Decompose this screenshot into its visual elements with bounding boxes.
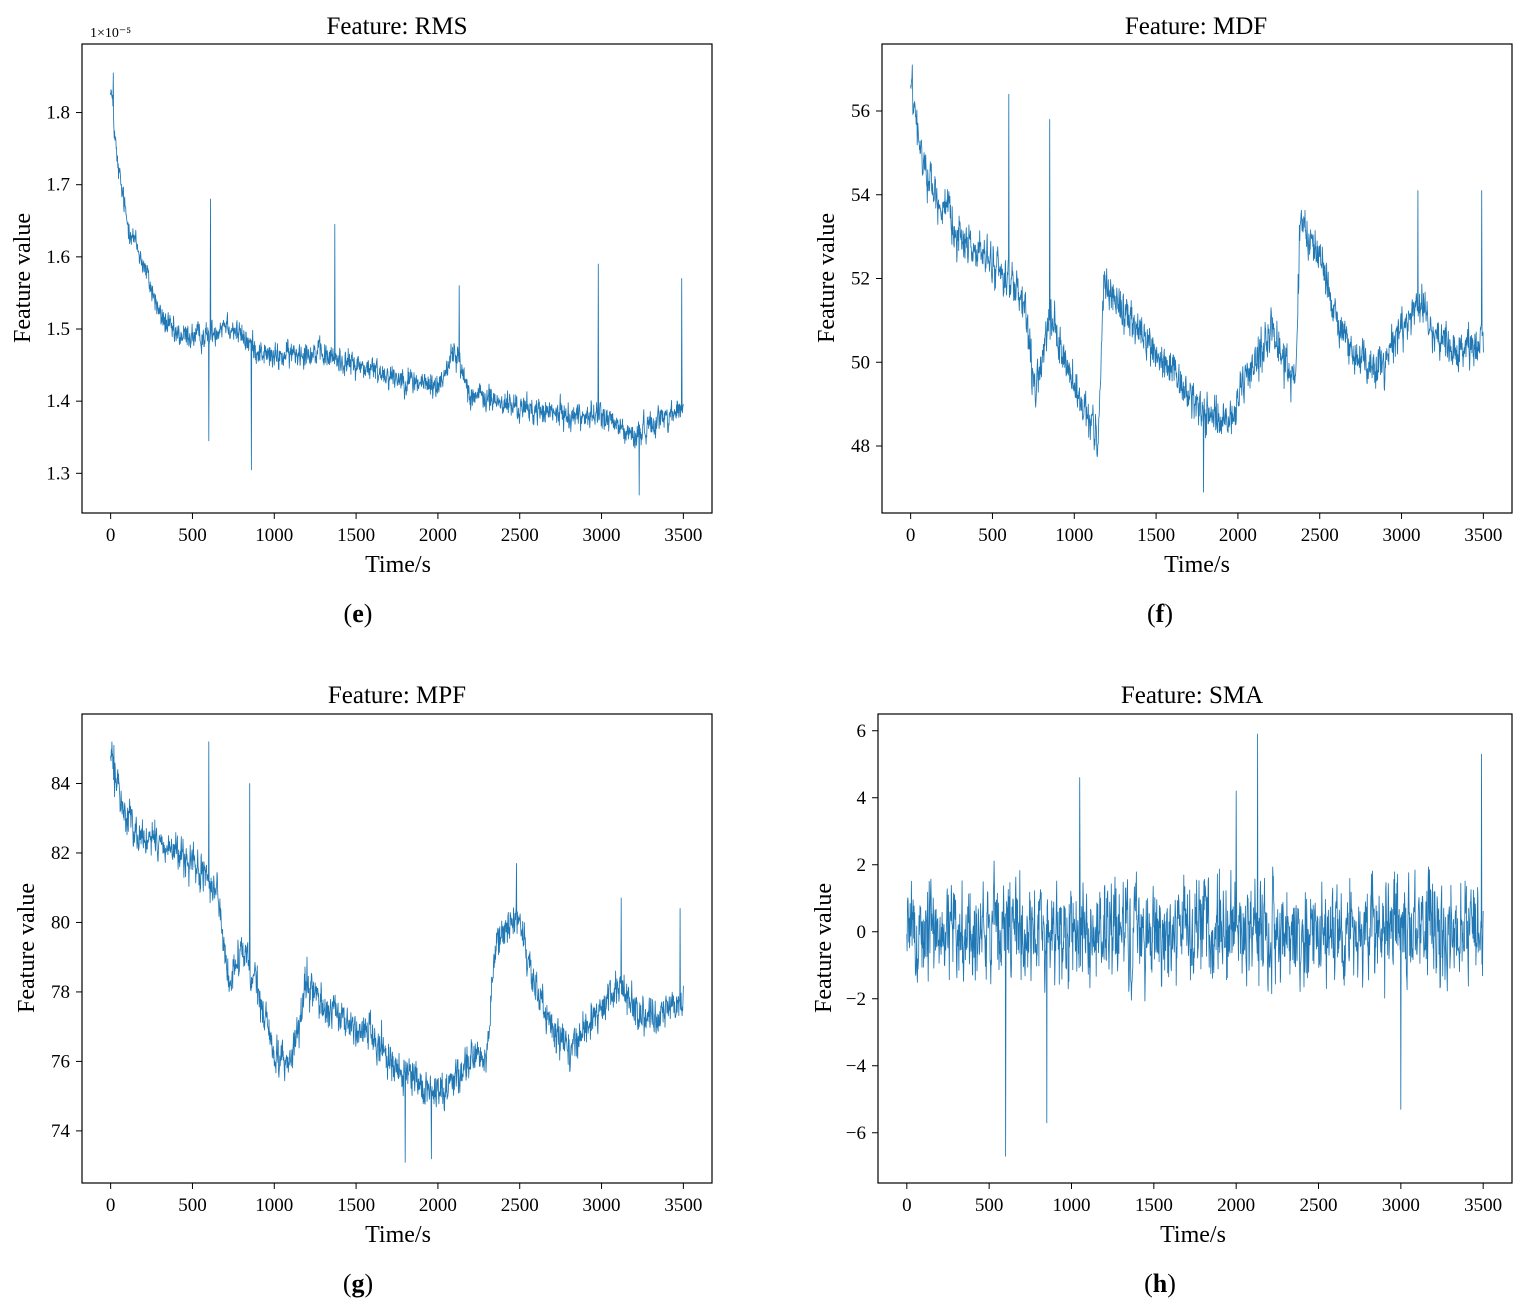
y-tick-label: −4 xyxy=(846,1056,867,1077)
y-tick-label: 80 xyxy=(51,912,70,933)
x-tick-label: 3000 xyxy=(583,1195,621,1216)
x-tick-label: 2500 xyxy=(1300,1195,1338,1216)
y-axis-label: Feature value xyxy=(814,213,840,343)
x-tick-label: 0 xyxy=(902,1195,912,1216)
plot-frame xyxy=(81,713,713,1184)
y-tick-label: 52 xyxy=(851,269,870,290)
x-tick-label: 0 xyxy=(906,525,916,546)
x-tick-label: 3500 xyxy=(664,1195,702,1216)
y-axis-label: Feature value xyxy=(10,213,36,343)
x-tick-label: 3000 xyxy=(583,525,621,546)
x-tick-label: 2000 xyxy=(419,525,457,546)
series-line-mpf xyxy=(110,741,684,1163)
y-tick-label: 74 xyxy=(51,1121,71,1142)
x-tick-label: 1500 xyxy=(337,525,375,546)
y-tick-label: 6 xyxy=(857,721,867,742)
y-tick-label: 84 xyxy=(51,773,71,794)
y-tick-label: 56 xyxy=(851,101,870,122)
x-tick-label: 0 xyxy=(106,1195,116,1216)
y-tick-label: 1.5 xyxy=(46,319,70,340)
y-tick-label: 76 xyxy=(51,1051,70,1072)
y-tick-label: 48 xyxy=(851,436,870,457)
x-tick-label: 2500 xyxy=(501,525,539,546)
panel-label: (f) xyxy=(1147,599,1173,628)
plot-frame xyxy=(877,713,1513,1184)
y-axis-label: Feature value xyxy=(811,883,837,1013)
x-tick-label: 0 xyxy=(106,525,116,546)
x-tick-label: 1000 xyxy=(1055,525,1093,546)
x-tick-label: 1000 xyxy=(255,525,293,546)
chart-panel-e: Feature: RMS 1×10⁻⁵ Time/s Feature value… xyxy=(10,13,713,628)
series-line-mdf xyxy=(910,64,1484,493)
x-tick-label: 2500 xyxy=(501,1195,539,1216)
chart-title: Feature: SMA xyxy=(1121,682,1263,709)
x-tick-label: 1500 xyxy=(1137,525,1175,546)
x-axis-label: Time/s xyxy=(1160,1222,1226,1248)
x-tick-label: 3000 xyxy=(1382,1195,1420,1216)
chart-title: Feature: RMS xyxy=(327,13,468,40)
y-tick-label: −6 xyxy=(846,1123,866,1144)
chart-title: Feature: MPF xyxy=(328,682,466,709)
panel-label: (e) xyxy=(344,599,373,628)
series-line-rms xyxy=(110,72,684,496)
x-tick-label: 500 xyxy=(178,525,207,546)
x-tick-label: 1000 xyxy=(255,1195,293,1216)
y-tick-label: 1.7 xyxy=(46,175,70,196)
panel-label: (h) xyxy=(1144,1269,1176,1298)
x-tick-label: 1500 xyxy=(1135,1195,1173,1216)
x-axis-label: Time/s xyxy=(1164,552,1230,578)
chart-title: Feature: MDF xyxy=(1125,13,1267,40)
y-tick-label: 82 xyxy=(51,843,70,864)
x-tick-label: 3500 xyxy=(1464,1195,1502,1216)
x-axis-label: Time/s xyxy=(365,1222,431,1248)
plot-frame xyxy=(81,43,713,514)
chart-panel-h: Feature: SMA Time/s Feature value (h) 0 5… xyxy=(811,682,1513,1298)
x-tick-label: 3500 xyxy=(1464,525,1502,546)
y-tick-label: 54 xyxy=(851,185,871,206)
x-tick-label: 2000 xyxy=(419,1195,457,1216)
y-tick-label: 1.3 xyxy=(46,463,70,484)
x-tick-label: 500 xyxy=(178,1195,207,1216)
x-tick-label: 2000 xyxy=(1219,525,1257,546)
y-tick-label: 4 xyxy=(857,788,867,809)
panel-label: (g) xyxy=(343,1269,373,1298)
y-tick-label: 50 xyxy=(851,352,870,373)
y-tick-label: 78 xyxy=(51,982,70,1003)
x-tick-label: 1500 xyxy=(337,1195,375,1216)
x-tick-label: 500 xyxy=(975,1195,1004,1216)
y-tick-label: 1.8 xyxy=(46,103,70,124)
x-tick-label: 2500 xyxy=(1301,525,1339,546)
x-tick-label: 3500 xyxy=(664,525,702,546)
x-tick-label: 500 xyxy=(978,525,1007,546)
chart-panel-f: Feature: MDF Time/s Feature value (f) 0 5… xyxy=(814,13,1513,628)
y-tick-label: 0 xyxy=(857,922,867,943)
y-axis-label: Feature value xyxy=(14,883,40,1013)
y-tick-label: 2 xyxy=(857,855,867,876)
y-tick-label: 1.4 xyxy=(46,391,70,412)
x-axis-label: Time/s xyxy=(365,552,431,578)
x-tick-label: 3000 xyxy=(1383,525,1421,546)
x-tick-label: 1000 xyxy=(1052,1195,1090,1216)
x-tick-label: 2000 xyxy=(1217,1195,1255,1216)
y-tick-label: −2 xyxy=(846,989,866,1010)
series-line-sma xyxy=(906,733,1484,1157)
offset-text: 1×10⁻⁵ xyxy=(90,26,131,41)
chart-panel-g: Feature: MPF Time/s Feature value (g) 0 5… xyxy=(14,682,713,1298)
y-tick-label: 1.6 xyxy=(46,247,70,268)
